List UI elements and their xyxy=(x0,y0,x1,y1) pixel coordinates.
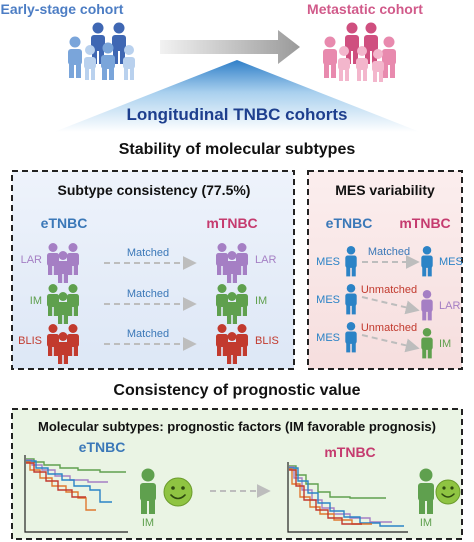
im-label-left: IM xyxy=(142,517,154,529)
mes-person-icon xyxy=(345,284,357,315)
relation-label: Matched xyxy=(127,247,169,259)
relation-label: Matched xyxy=(127,288,169,300)
subtype-label-right: MES xyxy=(439,256,463,268)
person-back-left xyxy=(47,324,59,356)
mes-variability-panel xyxy=(307,170,463,370)
prognostic-section-title: Consistency of prognostic value xyxy=(113,382,360,399)
smiley-face-right-icon xyxy=(435,479,461,505)
etnbc-blis-people-icon xyxy=(47,324,79,364)
mes-person-icon xyxy=(345,246,357,277)
mtnbc-lar-people-icon xyxy=(216,243,248,283)
im-person-left-icon xyxy=(140,468,156,514)
person-back-left xyxy=(47,284,59,316)
mtnbc-survival-curves-icon xyxy=(287,462,408,533)
mes-row-3: MES Unmatched IM xyxy=(316,322,451,359)
subtype-row-im: IM Matched IM xyxy=(30,284,267,324)
person-back-right xyxy=(67,284,79,316)
metastatic-cohort-label: Metastatic cohort xyxy=(307,1,423,17)
person-back-right xyxy=(67,324,79,356)
etnbc-im-people-icon xyxy=(47,284,79,324)
person-front xyxy=(226,251,238,283)
mtnbc-im-people-icon xyxy=(216,284,248,324)
person-front xyxy=(226,332,238,364)
prognostic-panel-title: Molecular subtypes: prognostic factors (… xyxy=(38,419,436,434)
right-panel-etnbc-label: eTNBC xyxy=(326,215,373,231)
left-panel-mtnbc-label: mTNBC xyxy=(206,215,257,231)
left-panel-etnbc-label: eTNBC xyxy=(41,215,88,231)
cohort-banner-shape xyxy=(54,60,420,132)
mes-row-2: MES Unmatched LAR xyxy=(316,284,460,321)
person-back-right xyxy=(236,243,248,275)
subtype-label-left: IM xyxy=(30,295,42,307)
mes-row-1: MES Matched MES xyxy=(316,246,463,277)
person-back-left xyxy=(216,243,228,275)
mtnbc-person-icon xyxy=(421,246,433,277)
person-front xyxy=(57,332,69,364)
subtype-consistency-title: Subtype consistency (77.5%) xyxy=(58,182,251,198)
mes-label-left: MES xyxy=(316,256,340,268)
mtnbc-blis-people-icon xyxy=(216,324,248,364)
etnbc-lar-people-icon xyxy=(47,243,79,283)
stability-section-title: Stability of molecular subtypes xyxy=(119,141,356,158)
banner-title: Longitudinal TNBC cohorts xyxy=(127,105,348,124)
person-back-right xyxy=(67,243,79,275)
subtype-rows: LAR Matched LAR IM Matched IM BLIS Matched BLIS xyxy=(18,243,279,364)
cohort-transition-arrow xyxy=(160,30,300,64)
prognostic-panel xyxy=(11,408,463,540)
relation-label: Matched xyxy=(368,246,410,258)
im-label-right: IM xyxy=(420,517,432,529)
prognostic-etnbc-label: eTNBC xyxy=(79,439,126,455)
person-front xyxy=(226,292,238,324)
mes-rows: MES Matched MES MES Unmatched LAR MES Unmatched… xyxy=(316,246,463,359)
mtnbc-person-icon xyxy=(421,328,433,359)
mes-variability-title: MES variability xyxy=(335,182,435,198)
early-cohort-label: Early-stage cohort xyxy=(1,1,124,17)
mes-label-left: MES xyxy=(316,332,340,344)
subtype-label-right: LAR xyxy=(439,300,460,312)
subtype-label-left: LAR xyxy=(21,254,42,266)
relation-label: Unmatched xyxy=(361,322,417,334)
subtype-label-right: IM xyxy=(439,338,451,350)
mes-label-left: MES xyxy=(316,294,340,306)
subtype-row-blis: BLIS Matched BLIS xyxy=(18,324,279,364)
subtype-label-left: BLIS xyxy=(18,335,42,347)
person-back-right xyxy=(236,284,248,316)
subtype-row-lar: LAR Matched LAR xyxy=(21,243,276,283)
person-back-left xyxy=(216,284,228,316)
relation-label: Unmatched xyxy=(361,284,417,296)
subtype-label-right: IM xyxy=(255,295,267,307)
mes-person-icon xyxy=(345,322,357,353)
metastatic-cohort-people-icon xyxy=(323,22,396,82)
person-front xyxy=(57,251,69,283)
relation-label: Matched xyxy=(127,328,169,340)
early-cohort-people-icon xyxy=(68,22,135,80)
smiley-face-left-icon xyxy=(163,477,193,507)
prognostic-mtnbc-label: mTNBC xyxy=(324,444,375,460)
im-person-right-icon xyxy=(418,468,434,514)
person-back-right xyxy=(236,324,248,356)
subtype-label-right: LAR xyxy=(255,254,276,266)
right-panel-mtnbc-label: mTNBC xyxy=(399,215,450,231)
person-back-left xyxy=(216,324,228,356)
etnbc-survival-curves-icon xyxy=(24,455,128,533)
mtnbc-person-icon xyxy=(421,290,433,321)
person-back-left xyxy=(47,243,59,275)
subtype-label-right: BLIS xyxy=(255,335,279,347)
person-front xyxy=(57,292,69,324)
